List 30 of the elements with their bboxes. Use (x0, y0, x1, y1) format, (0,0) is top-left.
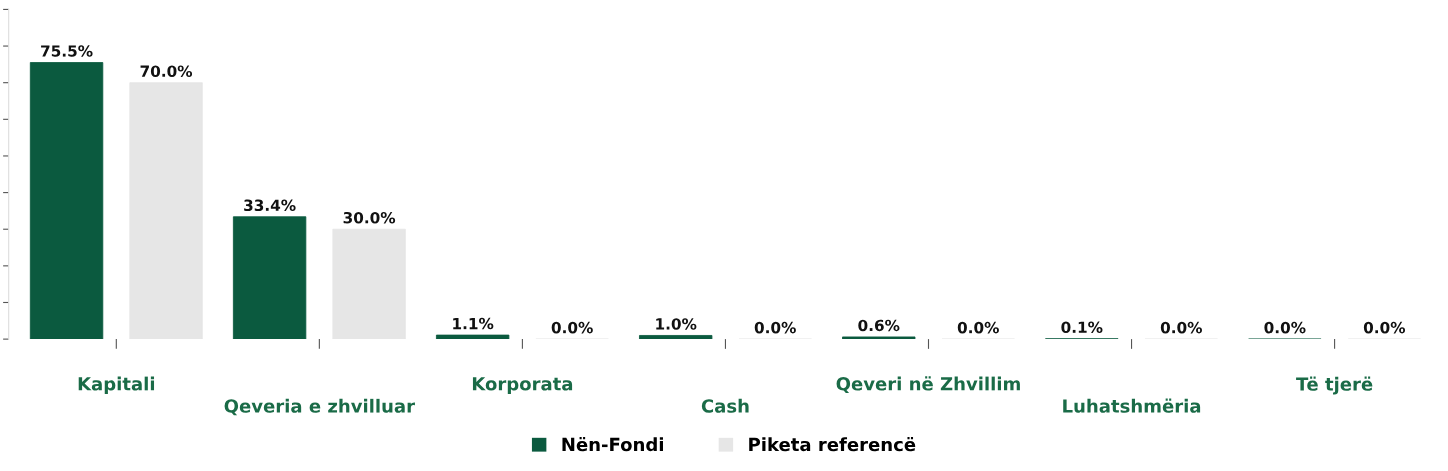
data-label: 0.1% (1061, 321, 1103, 334)
x-tick-label: Të tjerë (1296, 376, 1373, 395)
data-label: 70.0% (140, 65, 193, 77)
data-label: 0.6% (858, 319, 900, 332)
x-tick-label: Korporata (472, 377, 573, 395)
bar (232, 216, 307, 340)
data-label: 0.0% (551, 321, 593, 334)
bar (129, 82, 203, 340)
x-tick-label: Luhatshmëria (1063, 398, 1201, 413)
x-tick-label: Kapitali (78, 376, 155, 395)
data-label: 0.0% (754, 321, 796, 334)
data-label: 0.0% (957, 321, 999, 334)
x-tick-label: Cash (701, 398, 749, 413)
data-label: 33.4% (244, 199, 296, 212)
data-label: 1.0% (656, 318, 697, 330)
legend-label: Piketa referencë (749, 437, 916, 452)
data-label: 75.5% (41, 45, 93, 57)
data-label: 0.0% (1160, 321, 1202, 334)
data-label: 0.0% (1264, 321, 1306, 334)
data-label: 0.0% (1363, 321, 1406, 334)
bar (332, 228, 406, 340)
data-label: 30.0% (343, 211, 396, 224)
x-tick-label: Qeveri në Zhvillim (836, 376, 1020, 393)
bar (639, 335, 713, 340)
bar (435, 334, 510, 340)
data-label: 1.1% (453, 317, 494, 330)
bar (842, 336, 916, 340)
legend-label: Nën-Fondi (562, 437, 663, 452)
x-tick-label: Qeveria e zhvilluar (224, 398, 415, 416)
bar (29, 62, 104, 340)
